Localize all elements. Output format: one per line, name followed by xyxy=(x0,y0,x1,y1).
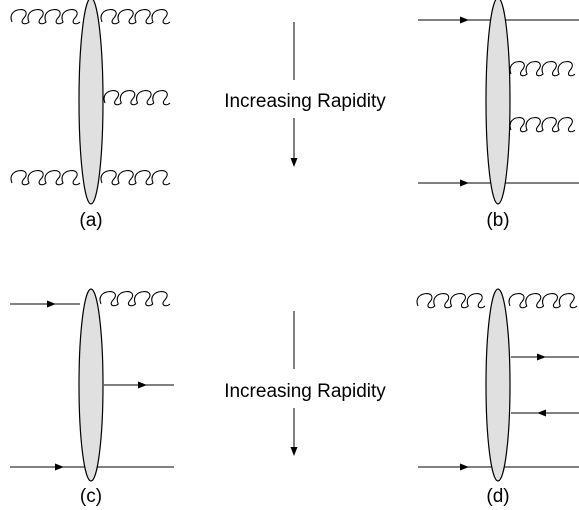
panel-d-quark-bottom-arrowhead xyxy=(460,463,469,471)
rapidity-label-bottom: Increasing Rapidity xyxy=(224,381,386,402)
panel-a-label: (a) xyxy=(79,210,102,231)
panel-a-incoming-gluon-top xyxy=(10,9,81,25)
panel-c-outgoing-gluon-top xyxy=(99,291,171,307)
panel-d-outgoing-gluon-top xyxy=(508,293,578,309)
panel-b-label: (b) xyxy=(486,210,509,231)
panel-a-outgoing-gluon-top xyxy=(100,9,171,25)
panel-d-outgoing-antiquark-lower-arrowhead xyxy=(537,409,546,417)
panel-b-outgoing-gluon-lower xyxy=(509,117,576,133)
panel-d-incoming-gluon-top xyxy=(416,293,486,309)
panel-a-interaction-blob xyxy=(78,0,104,205)
rapidity-arrow-top: Increasing Rapidity xyxy=(224,22,386,167)
panel-d-outgoing-quark-upper-arrowhead xyxy=(537,353,546,361)
panel-a-incoming-gluon-bottom xyxy=(10,170,81,186)
rapidity-label-top: Increasing Rapidity xyxy=(224,91,386,112)
panel-c-incoming-quark-top-arrowhead xyxy=(47,300,56,308)
rapidity-arrow-bottom-head xyxy=(290,447,298,456)
rapidity-arrow-top-head xyxy=(290,158,298,167)
panel-b-quark-top-arrowhead xyxy=(460,16,469,24)
panel-b-quark-bottom-arrowhead xyxy=(460,179,469,187)
panel-d-interaction-blob xyxy=(485,288,511,482)
panel-b: (b) xyxy=(418,0,579,231)
panel-a-particle-lines xyxy=(10,9,171,186)
panel-c-interaction-blob xyxy=(78,288,104,482)
panel-a-outgoing-gluon-bottom xyxy=(100,170,171,186)
panel-a-outgoing-gluon-middle xyxy=(103,90,171,106)
panel-d-outgoing-quark-upper xyxy=(511,353,579,361)
panel-d-outgoing-antiquark-lower xyxy=(511,409,579,417)
panel-b-outgoing-gluon-upper xyxy=(509,61,576,77)
panel-c: (c) xyxy=(10,288,174,507)
panel-c-outgoing-quark-middle-arrowhead xyxy=(138,381,147,389)
panel-a: (a) xyxy=(10,0,171,231)
panel-d: (d) xyxy=(416,288,579,507)
panel-c-incoming-quark-top xyxy=(10,300,80,308)
panel-c-outgoing-quark-middle xyxy=(104,381,174,389)
panel-d-label: (d) xyxy=(486,486,509,507)
panel-c-quark-bottom-arrowhead xyxy=(55,463,64,471)
panel-b-interaction-blob xyxy=(485,0,511,205)
panel-c-label: (c) xyxy=(80,486,102,507)
rapidity-arrow-bottom: Increasing Rapidity xyxy=(224,311,386,456)
